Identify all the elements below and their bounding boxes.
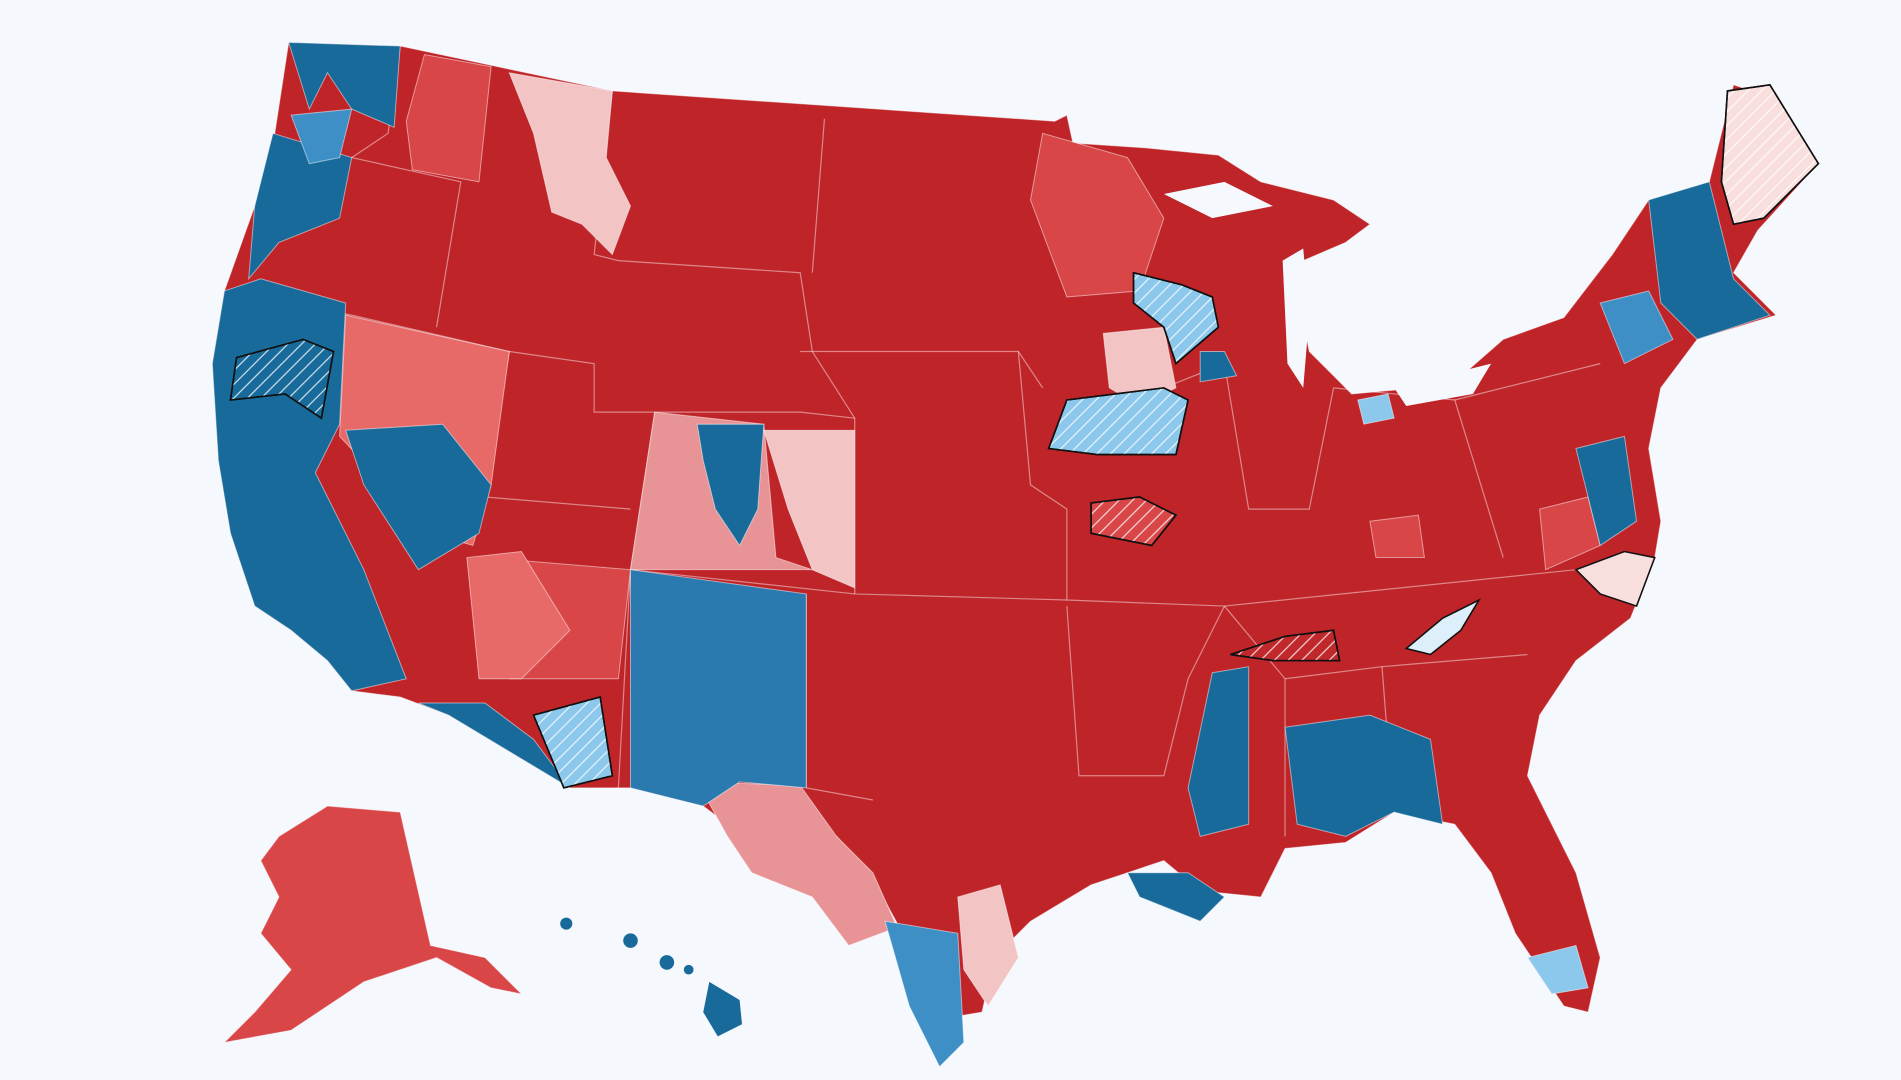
district-dark-blue <box>1199 351 1238 383</box>
district-dark-blue <box>1575 435 1638 547</box>
district-dark-blue <box>1126 872 1226 922</box>
district-dark-blue <box>418 702 571 789</box>
district-flip-pale-blue <box>1404 598 1482 656</box>
hatch <box>1230 629 1341 662</box>
island <box>560 917 573 930</box>
hatch <box>532 695 614 789</box>
hatch <box>229 338 335 420</box>
lake <box>1163 181 1273 219</box>
district-light-blue <box>1526 944 1589 995</box>
district-blush <box>508 72 632 256</box>
district-dark-blue <box>1648 181 1771 340</box>
island <box>683 964 694 975</box>
hatch <box>1090 496 1178 547</box>
district-dark-blue <box>1187 666 1250 837</box>
district-blue <box>1599 290 1674 365</box>
lake <box>1282 248 1310 388</box>
island <box>659 955 675 970</box>
district-blush <box>763 429 856 589</box>
district-pale-red <box>696 781 898 947</box>
district-blush <box>957 884 1019 1007</box>
district-dark-blue <box>1284 714 1444 837</box>
district-blue <box>290 108 353 165</box>
district-dark-blue <box>248 132 353 281</box>
district-medium-red <box>405 53 492 183</box>
lake <box>1394 363 1492 407</box>
district-blue <box>630 569 807 807</box>
district-light-blue <box>1357 393 1395 425</box>
island <box>623 933 638 948</box>
district-light-red <box>466 550 571 680</box>
district-flip-pale-red <box>1574 550 1656 608</box>
alaska <box>222 805 523 1044</box>
district-dark-blue <box>344 423 492 571</box>
island <box>703 981 743 1037</box>
hatch <box>1047 387 1189 456</box>
district-medium-red <box>1369 514 1425 559</box>
hawaii <box>560 917 743 1037</box>
hatch <box>1132 271 1220 365</box>
lakes <box>1163 181 1492 407</box>
district-blue <box>884 920 965 1068</box>
hatch <box>1720 83 1820 226</box>
district-dark-blue <box>696 423 765 547</box>
